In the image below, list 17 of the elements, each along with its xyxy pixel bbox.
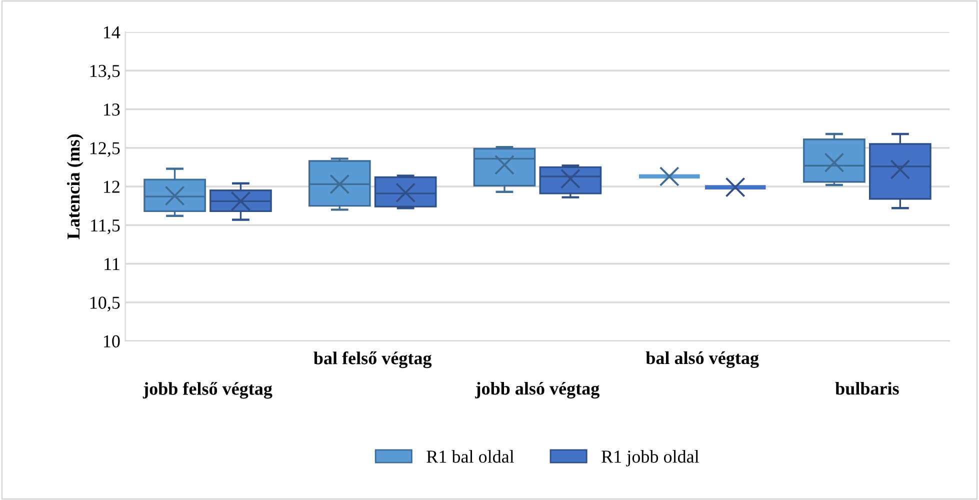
x-tick-label: bal felső végtag (314, 351, 432, 368)
y-tick-label: 13,5 (90, 64, 120, 80)
x-tick-label: bal alsó végtag (646, 351, 759, 368)
y-tick-label: 10,5 (90, 296, 120, 312)
y-tick-label: 11 (104, 258, 120, 270)
legend-label: R1 bal oldal (426, 450, 514, 463)
legend-label: R1 jobb oldal (602, 450, 699, 466)
y-tick-label: 12,5 (90, 142, 120, 157)
x-tick-label: jobb felső végtag (142, 382, 272, 399)
y-tick-label: 12 (104, 180, 120, 193)
y-tick-label: 11,5 (91, 219, 120, 234)
x-tick-label: bulbaris (835, 382, 899, 395)
y-tick-label: 10 (104, 335, 120, 348)
y-tick-label: 13 (104, 104, 120, 116)
y-tick-label: 14 (104, 26, 120, 38)
y-axis-title: Latencia (ms) (66, 134, 84, 240)
x-tick-label: jobb alsó végtag (475, 382, 600, 399)
